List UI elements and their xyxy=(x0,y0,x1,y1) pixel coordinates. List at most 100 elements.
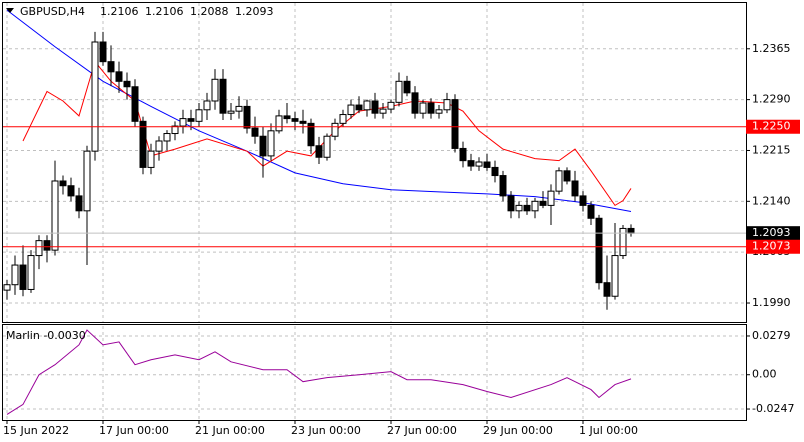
candle-body xyxy=(603,282,611,297)
x-tick-label: 29 Jun 00:00 xyxy=(483,424,553,437)
x-tick-label: 15 Jun 2022 xyxy=(3,424,69,437)
candle-body xyxy=(395,80,403,103)
candle-body xyxy=(155,140,163,152)
candle-body xyxy=(195,109,203,122)
candle-body xyxy=(539,200,547,206)
candle-body xyxy=(227,110,235,114)
candle-body xyxy=(59,180,67,187)
candle-body xyxy=(67,185,75,197)
candle-body xyxy=(387,101,395,110)
ohlc-low: 1.2088 xyxy=(190,5,229,18)
candle-body xyxy=(555,170,563,192)
candle-body xyxy=(475,161,483,167)
candle-body xyxy=(363,100,371,111)
candle-body xyxy=(611,255,619,297)
candle-body xyxy=(219,78,227,114)
candle-body xyxy=(579,195,587,206)
symbol: GBPUSD,H4 xyxy=(20,5,85,18)
candle-body xyxy=(43,240,51,251)
candle-body xyxy=(507,195,515,212)
candle-body xyxy=(499,175,507,197)
indicator-title: Marlin -0.0030 xyxy=(6,329,86,342)
candle-body xyxy=(115,71,123,82)
indicator-pane xyxy=(2,324,747,421)
candle-body xyxy=(451,99,459,149)
candle-body xyxy=(419,102,427,114)
level-box xyxy=(746,119,800,134)
level-box xyxy=(746,239,800,254)
candle-body xyxy=(435,109,443,114)
candle-body xyxy=(347,104,355,116)
candle-body xyxy=(371,100,379,114)
candle-body xyxy=(187,118,195,122)
last-price-label: 1.2093 xyxy=(752,226,791,239)
candle-body xyxy=(619,227,627,257)
candle-body xyxy=(123,80,131,88)
level-label: 1.2250 xyxy=(752,120,791,133)
candle-body xyxy=(299,120,307,124)
candle-body xyxy=(563,170,571,182)
candle-body xyxy=(443,99,451,111)
ohlc-open: 1.2106 xyxy=(100,5,139,18)
candle-body xyxy=(99,41,107,63)
candle-body xyxy=(283,115,291,120)
candle-body xyxy=(411,92,419,114)
candle-body xyxy=(35,240,43,257)
y-tick-label: 1.2290 xyxy=(752,93,791,106)
x-tick-label: 23 Jun 00:00 xyxy=(291,424,361,437)
candle-body xyxy=(307,122,315,147)
candle-body xyxy=(339,114,347,124)
candle-body xyxy=(243,105,251,129)
candle-body xyxy=(27,255,35,290)
candle-body xyxy=(459,147,467,162)
candle-body xyxy=(515,204,523,212)
candle-body xyxy=(571,180,579,197)
candle-body xyxy=(587,204,595,219)
candle-body xyxy=(547,190,555,206)
candle-body xyxy=(235,105,243,112)
candle-body xyxy=(251,127,259,137)
candle-body xyxy=(403,80,411,94)
candle-body xyxy=(131,86,139,122)
candle-body xyxy=(163,133,171,142)
candle-body xyxy=(19,264,27,290)
y-tick-label: 1.2215 xyxy=(752,143,791,156)
collapse-arrow[interactable] xyxy=(6,8,14,13)
ohlc-close: 1.2093 xyxy=(235,5,274,18)
ohlc-high: 1.2106 xyxy=(145,5,184,18)
y-tick-label: 1.2365 xyxy=(752,42,791,55)
candle-body xyxy=(355,104,363,111)
candle-body xyxy=(75,195,83,212)
x-tick-label: 21 Jun 00:00 xyxy=(195,424,265,437)
candle-body xyxy=(531,200,539,212)
candle-body xyxy=(523,204,531,212)
candle-body xyxy=(259,135,267,157)
candle-body xyxy=(139,120,147,168)
candle-body xyxy=(291,118,299,122)
candle-body xyxy=(203,100,211,111)
candle-body xyxy=(171,125,179,135)
candle-body xyxy=(483,161,491,168)
y-tick-label: 0.0279 xyxy=(752,329,791,342)
candle-body xyxy=(51,180,59,251)
candle-body xyxy=(491,166,499,177)
y-tick-label: 0.00 xyxy=(752,368,777,381)
chart-layer: 1.23651.22901.22151.21401.20651.19901.20… xyxy=(3,3,800,437)
candle-body xyxy=(467,160,475,167)
y-tick-label: 1.1990 xyxy=(752,296,791,309)
x-tick-label: 1 Jul 00:00 xyxy=(579,424,638,437)
candle-body xyxy=(267,130,275,157)
y-tick-label: -0.0247 xyxy=(752,402,794,415)
candle-body xyxy=(83,150,91,212)
level-label: 1.2073 xyxy=(752,240,791,253)
candle-body xyxy=(379,108,387,114)
candle-body xyxy=(3,284,11,291)
candle-body xyxy=(91,41,99,152)
candle-body xyxy=(147,150,155,168)
candle-body xyxy=(211,78,219,102)
y-tick-label: 1.2140 xyxy=(752,194,791,207)
candle-body xyxy=(11,264,19,286)
candle-body xyxy=(107,61,115,73)
